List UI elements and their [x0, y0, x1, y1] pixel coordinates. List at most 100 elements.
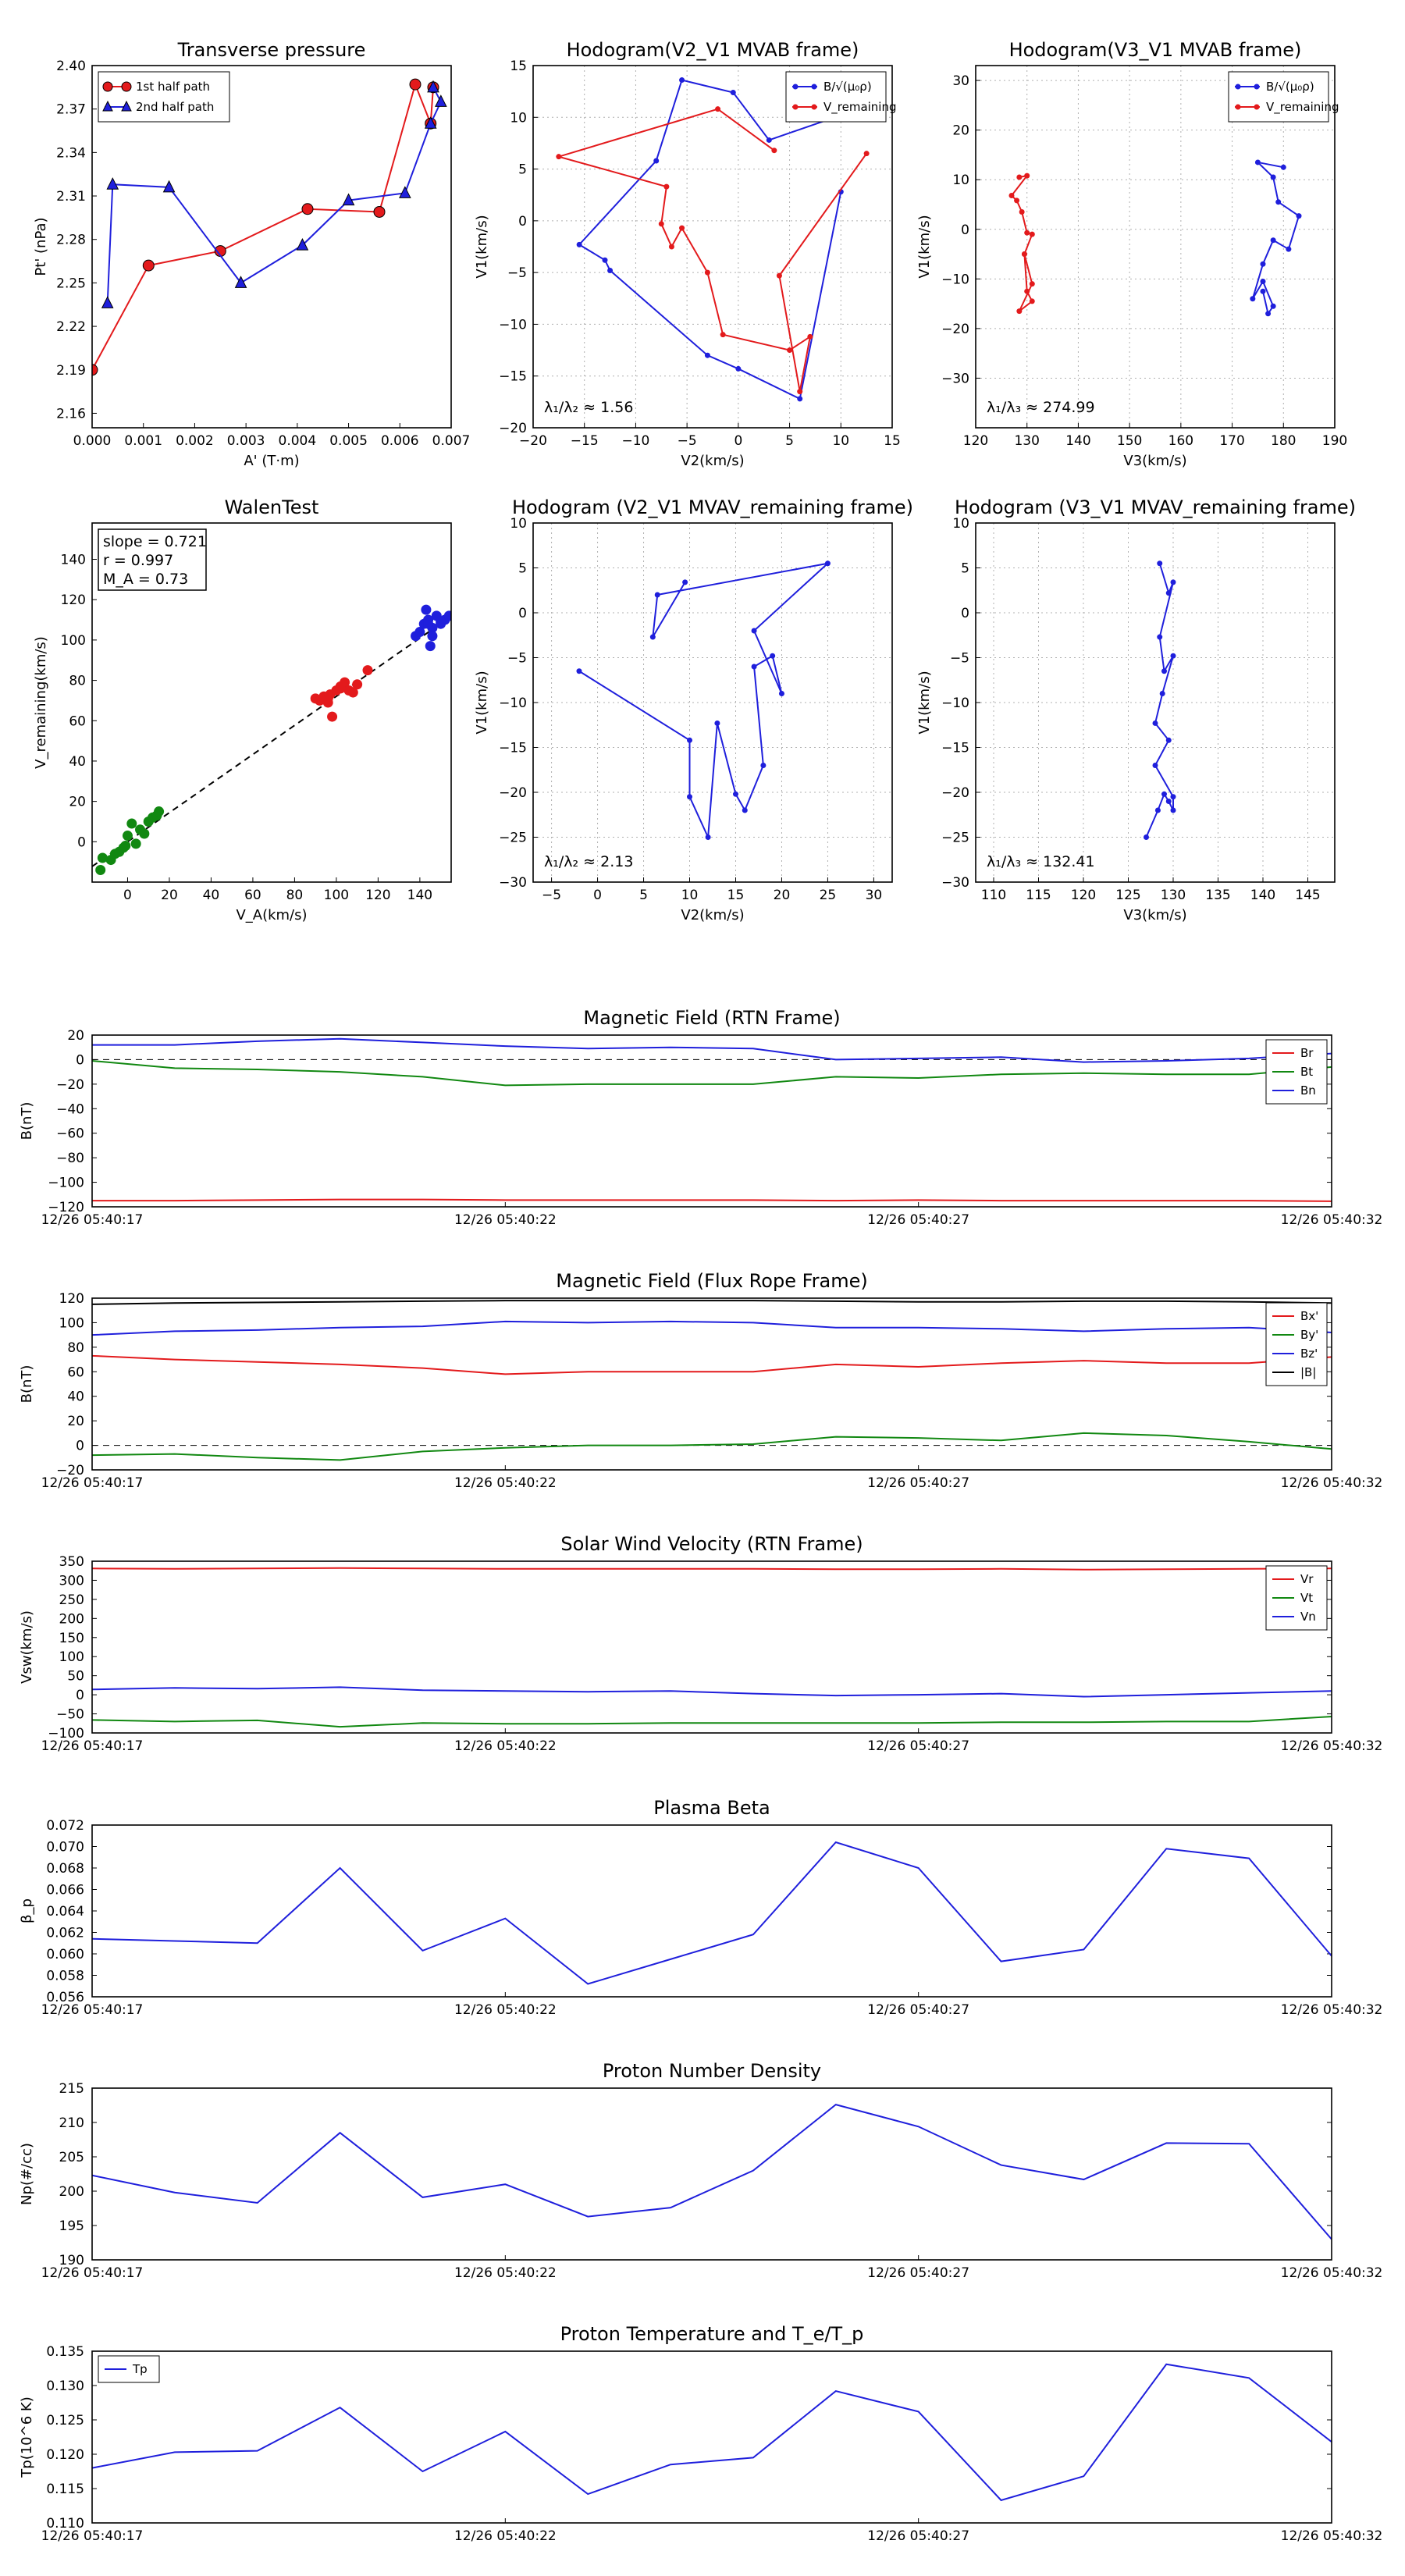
y-tick-label: −20 — [499, 785, 527, 801]
data-point — [1260, 288, 1266, 294]
x-tick-label: 12/26 05:40:27 — [867, 2002, 969, 2018]
x-tick-label: −15 — [571, 433, 599, 449]
data-point — [335, 683, 346, 694]
data-point — [114, 846, 125, 857]
y-tick-label: 10 — [952, 516, 969, 532]
data-point — [1260, 278, 1266, 284]
x-tick-label: 115 — [1026, 888, 1051, 903]
data-point — [1250, 296, 1256, 302]
legend-marker — [1235, 84, 1241, 90]
y-axis-label: B(nT) — [19, 1102, 35, 1140]
y-tick-label: 15 — [510, 59, 527, 74]
data-point — [1270, 174, 1276, 180]
x-tick-label: 30 — [866, 888, 883, 903]
y-tick-label: −15 — [499, 741, 527, 756]
data-point — [770, 653, 776, 659]
data-point — [342, 193, 355, 206]
data-point — [735, 365, 742, 372]
legend-marker — [1254, 104, 1260, 110]
legend-label: B/√(μ₀ρ) — [1266, 80, 1314, 94]
plot-frame — [532, 65, 893, 429]
y-tick-label: 195 — [59, 2218, 84, 2234]
y-tick-label: 100 — [59, 1315, 84, 1331]
data-point — [427, 80, 439, 93]
x-tick-label: 12/26 05:40:32 — [1281, 1475, 1383, 1491]
x-tick-label: 180 — [1271, 433, 1296, 449]
data-point — [778, 691, 784, 696]
legend-label: Vn — [1300, 1610, 1316, 1624]
y-tick-label: 0.056 — [46, 1990, 84, 2005]
data-point — [730, 89, 736, 95]
plot-frame — [91, 522, 452, 883]
y-tick-label: −5 — [507, 265, 527, 281]
legend-label: |B| — [1300, 1365, 1316, 1379]
series-hodogram — [1144, 560, 1176, 840]
data-point — [427, 631, 438, 642]
data-point — [1170, 807, 1176, 813]
annotation: λ₁/λ₃ ≈ 132.41 — [987, 853, 1095, 870]
x-axis-label: V3(km/s) — [1123, 453, 1186, 469]
x-tick-label: 0.007 — [432, 433, 471, 449]
y-axis-label: B(nT) — [19, 1365, 35, 1404]
y-tick-label: 80 — [69, 674, 86, 689]
x-tick-label: 0 — [734, 433, 742, 449]
y-tick-label: 0 — [518, 214, 527, 229]
data-point — [771, 148, 777, 154]
x-tick-label: 170 — [1219, 433, 1244, 449]
legend-marker — [102, 100, 113, 112]
data-point — [322, 693, 333, 704]
legend-marker — [792, 84, 799, 90]
y-tick-label: −100 — [48, 1726, 84, 1742]
data-point — [556, 154, 562, 160]
data-point — [1029, 281, 1035, 287]
x-tick-label: 12/26 05:40:27 — [867, 1475, 969, 1491]
y-tick-label: −30 — [941, 875, 969, 891]
chart-title: Proton Temperature and T_e/T_p — [560, 2323, 864, 2345]
plot-area — [556, 77, 870, 402]
plot-frame — [91, 1297, 1332, 1471]
series-line-Bn — [92, 1037, 1332, 1063]
legend-marker — [1254, 84, 1260, 90]
data-point — [687, 737, 693, 743]
data-point — [424, 116, 437, 129]
plot-area — [92, 78, 447, 376]
chart-tp: Transverse pressure 0.000 0.001 0.002 0.003 0… — [33, 39, 470, 469]
data-point — [1170, 579, 1176, 585]
series-line-Vt — [91, 1715, 1332, 1728]
legend-marker — [1235, 104, 1241, 110]
x-tick-label: 12/26 05:40:17 — [41, 2265, 144, 2281]
data-point — [122, 831, 133, 841]
chart-title: Hodogram(V2_V1 MVAB frame) — [567, 39, 859, 61]
series-line-Vn — [91, 1686, 1332, 1698]
legend-box — [98, 71, 230, 123]
legend: Tp — [98, 2355, 160, 2383]
series-line-Bt — [91, 1060, 1332, 1087]
y-tick-label: 2.19 — [56, 363, 86, 379]
y-tick-label: 0 — [76, 1052, 84, 1068]
data-point — [751, 664, 757, 670]
y-tick-label: 250 — [59, 1592, 84, 1608]
chart-title: Transverse pressure — [177, 39, 366, 61]
legend-box — [785, 71, 887, 123]
y-tick-label: 5 — [518, 561, 527, 577]
series-red — [310, 665, 373, 722]
x-tick-label: 12/26 05:40:32 — [1281, 2528, 1383, 2544]
legend-marker — [121, 100, 132, 112]
data-point — [234, 276, 247, 288]
legend-label: Vt — [1300, 1591, 1313, 1605]
series-line-Vr — [91, 1567, 1332, 1571]
x-tick-label: 140 — [407, 888, 432, 903]
y-axis-label: Np(#/cc) — [19, 2143, 35, 2205]
y-tick-label: 2.34 — [56, 145, 86, 161]
legend-marker — [792, 104, 799, 110]
x-tick-label: 12/26 05:40:32 — [1281, 1212, 1383, 1228]
x-tick-label: 12/26 05:40:27 — [867, 1738, 969, 1754]
x-axis-label: V_A(km/s) — [236, 907, 307, 923]
x-tick-label: 12/26 05:40:17 — [41, 1738, 144, 1754]
y-tick-label: 60 — [69, 713, 86, 729]
series-line-Br — [92, 1198, 1332, 1202]
y-tick-label: −15 — [941, 741, 969, 756]
data-point — [1008, 193, 1015, 199]
y-tick-label: 120 — [61, 592, 86, 608]
data-point — [658, 221, 664, 227]
